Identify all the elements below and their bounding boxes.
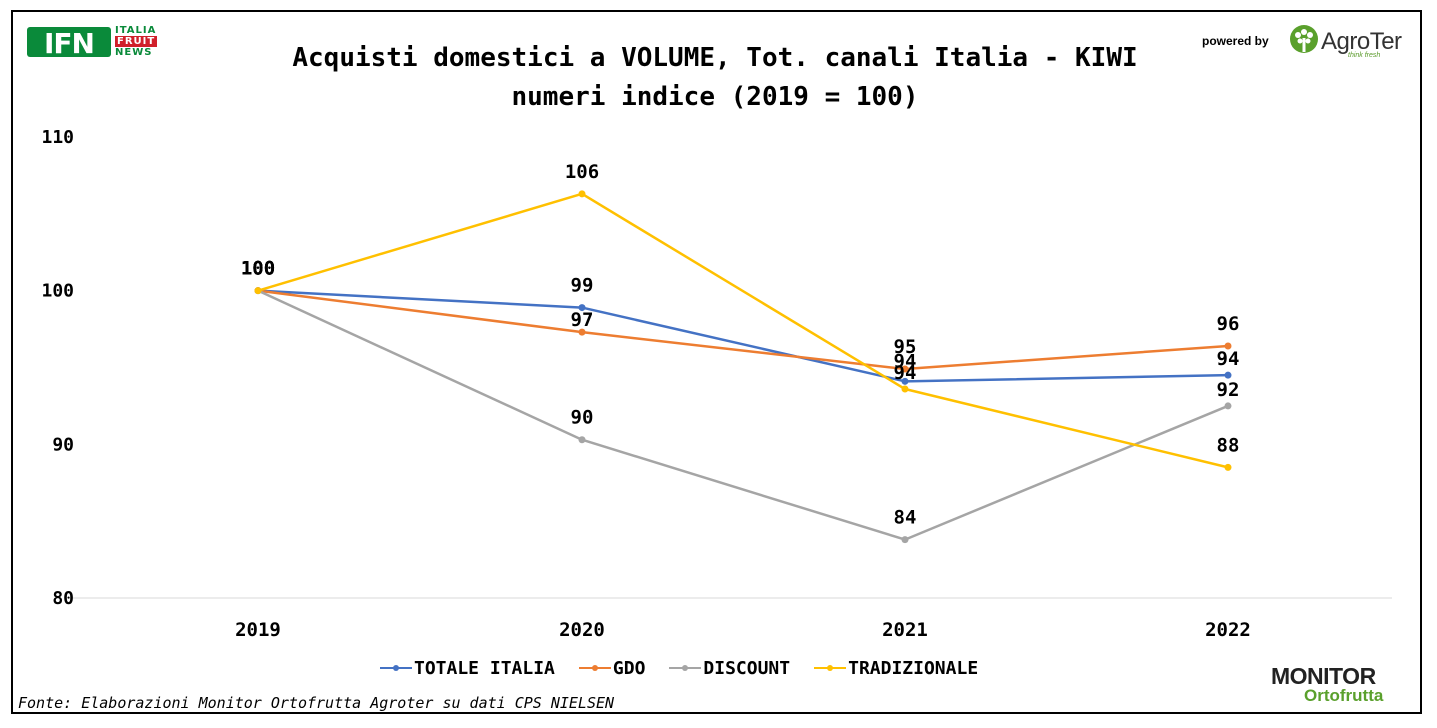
- data-label-gdo: 95: [894, 336, 917, 358]
- legend-swatch-tradizionale: [814, 662, 847, 674]
- data-point-tradizionale: [578, 190, 586, 198]
- legend-label-discount: DISCOUNT: [703, 657, 791, 679]
- chart-legend: TOTALE ITALIA GDO DISCOUNT TRADIZIONALE: [380, 656, 1002, 680]
- data-point-tradizionale: [1224, 463, 1232, 471]
- chart-subtitle: numeri indice (2019 = 100): [511, 82, 919, 112]
- source-note: Fonte: Elaborazioni Monitor Ortofrutta A…: [18, 694, 615, 712]
- data-label-discount: 90: [571, 407, 594, 429]
- legend-label-gdo: GDO: [612, 657, 646, 679]
- series-line-totale: [257, 289, 1229, 383]
- legend-swatch-totale: [380, 662, 412, 674]
- x-tick-label: 2020: [559, 619, 605, 641]
- data-label-gdo: 96: [1217, 313, 1240, 335]
- y-tick-label: 80: [52, 588, 74, 609]
- ifn-logo-words: ITALIA FRUIT NEWS: [115, 25, 158, 58]
- y-tick-label: 110: [41, 127, 74, 148]
- legend-label-tradizionale: TRADIZIONALE: [848, 657, 979, 679]
- monitor-logo-top: MONITOR: [1271, 663, 1376, 689]
- series-line-gdo: [257, 289, 1229, 371]
- data-label-discount: 84: [894, 507, 917, 529]
- chart-frame: [11, 10, 1422, 714]
- ifn-logo: IFN ITALIA FRUIT NEWS: [27, 23, 172, 65]
- data-point-discount: [901, 536, 909, 544]
- legend-item-gdo: GDO: [578, 657, 646, 679]
- legend-swatch-gdo: [578, 662, 611, 674]
- agroter-name: AgroTer: [1321, 28, 1402, 55]
- data-point-discount: [1224, 402, 1232, 410]
- y-tick-label: 90: [52, 434, 74, 455]
- data-label-tradizionale: 94: [894, 362, 917, 384]
- data-point-discount: [578, 436, 586, 444]
- legend-item-discount: DISCOUNT: [669, 658, 790, 679]
- data-label-totale: 100: [241, 258, 275, 280]
- chart-title: Acquisti domestici a VOLUME, Tot. canali…: [292, 43, 1138, 73]
- data-point-totale: [901, 377, 909, 385]
- ifn-logo-word-italia: ITALIA: [115, 25, 157, 36]
- ifn-logo-word-fruit: FRUIT: [115, 36, 158, 47]
- x-tick-label: 2022: [1205, 619, 1251, 641]
- data-point-tradizionale: [254, 287, 262, 295]
- series-line-discount: [257, 289, 1229, 541]
- data-label-gdo: 97: [571, 309, 594, 331]
- data-label-totale: 94: [894, 350, 917, 372]
- monitor-ortofrutta-logo: MONITOR Ortofrutta: [1268, 663, 1413, 709]
- ifn-logo-word-news: NEWS: [115, 47, 153, 58]
- x-tick-label: 2019: [235, 619, 281, 641]
- data-label-discount: 92: [1217, 379, 1240, 401]
- data-point-gdo: [1224, 342, 1232, 350]
- legend-swatch-discount: [669, 662, 702, 674]
- legend-item-totale: TOTALE ITALIA: [380, 658, 555, 679]
- data-label-tradizionale: 88: [1217, 434, 1240, 456]
- powered-by-label: powered by: [1202, 34, 1269, 48]
- data-label-tradizionale: 100: [241, 258, 275, 280]
- data-label-tradizionale: 106: [565, 161, 599, 183]
- tree-icon: [1290, 25, 1318, 53]
- monitor-logo-bottom: Ortofrutta: [1304, 686, 1384, 705]
- y-tick-label: 100: [41, 281, 74, 302]
- data-point-gdo: [578, 328, 586, 336]
- ifn-logo-mark: IFN: [44, 27, 95, 60]
- legend-item-tradizionale: TRADIZIONALE: [814, 658, 978, 679]
- data-point-tradizionale: [901, 385, 909, 393]
- data-point-totale: [1224, 371, 1232, 379]
- data-point-gdo: [901, 365, 909, 373]
- data-label-totale: 99: [571, 275, 594, 297]
- data-label-gdo: 100: [241, 258, 275, 280]
- data-label-totale: 94: [1217, 348, 1240, 370]
- data-label-discount: 100: [241, 258, 275, 280]
- data-point-totale: [578, 304, 586, 312]
- x-tick-label: 2021: [882, 619, 928, 641]
- agroter-tagline: think fresh: [1348, 52, 1381, 59]
- series-line-tradizionale: [257, 192, 1229, 469]
- agroter-logo: AgroTer think fresh: [1288, 22, 1418, 62]
- legend-label-totale: TOTALE ITALIA: [414, 657, 555, 679]
- ifn-logo-badge: IFN: [27, 27, 111, 60]
